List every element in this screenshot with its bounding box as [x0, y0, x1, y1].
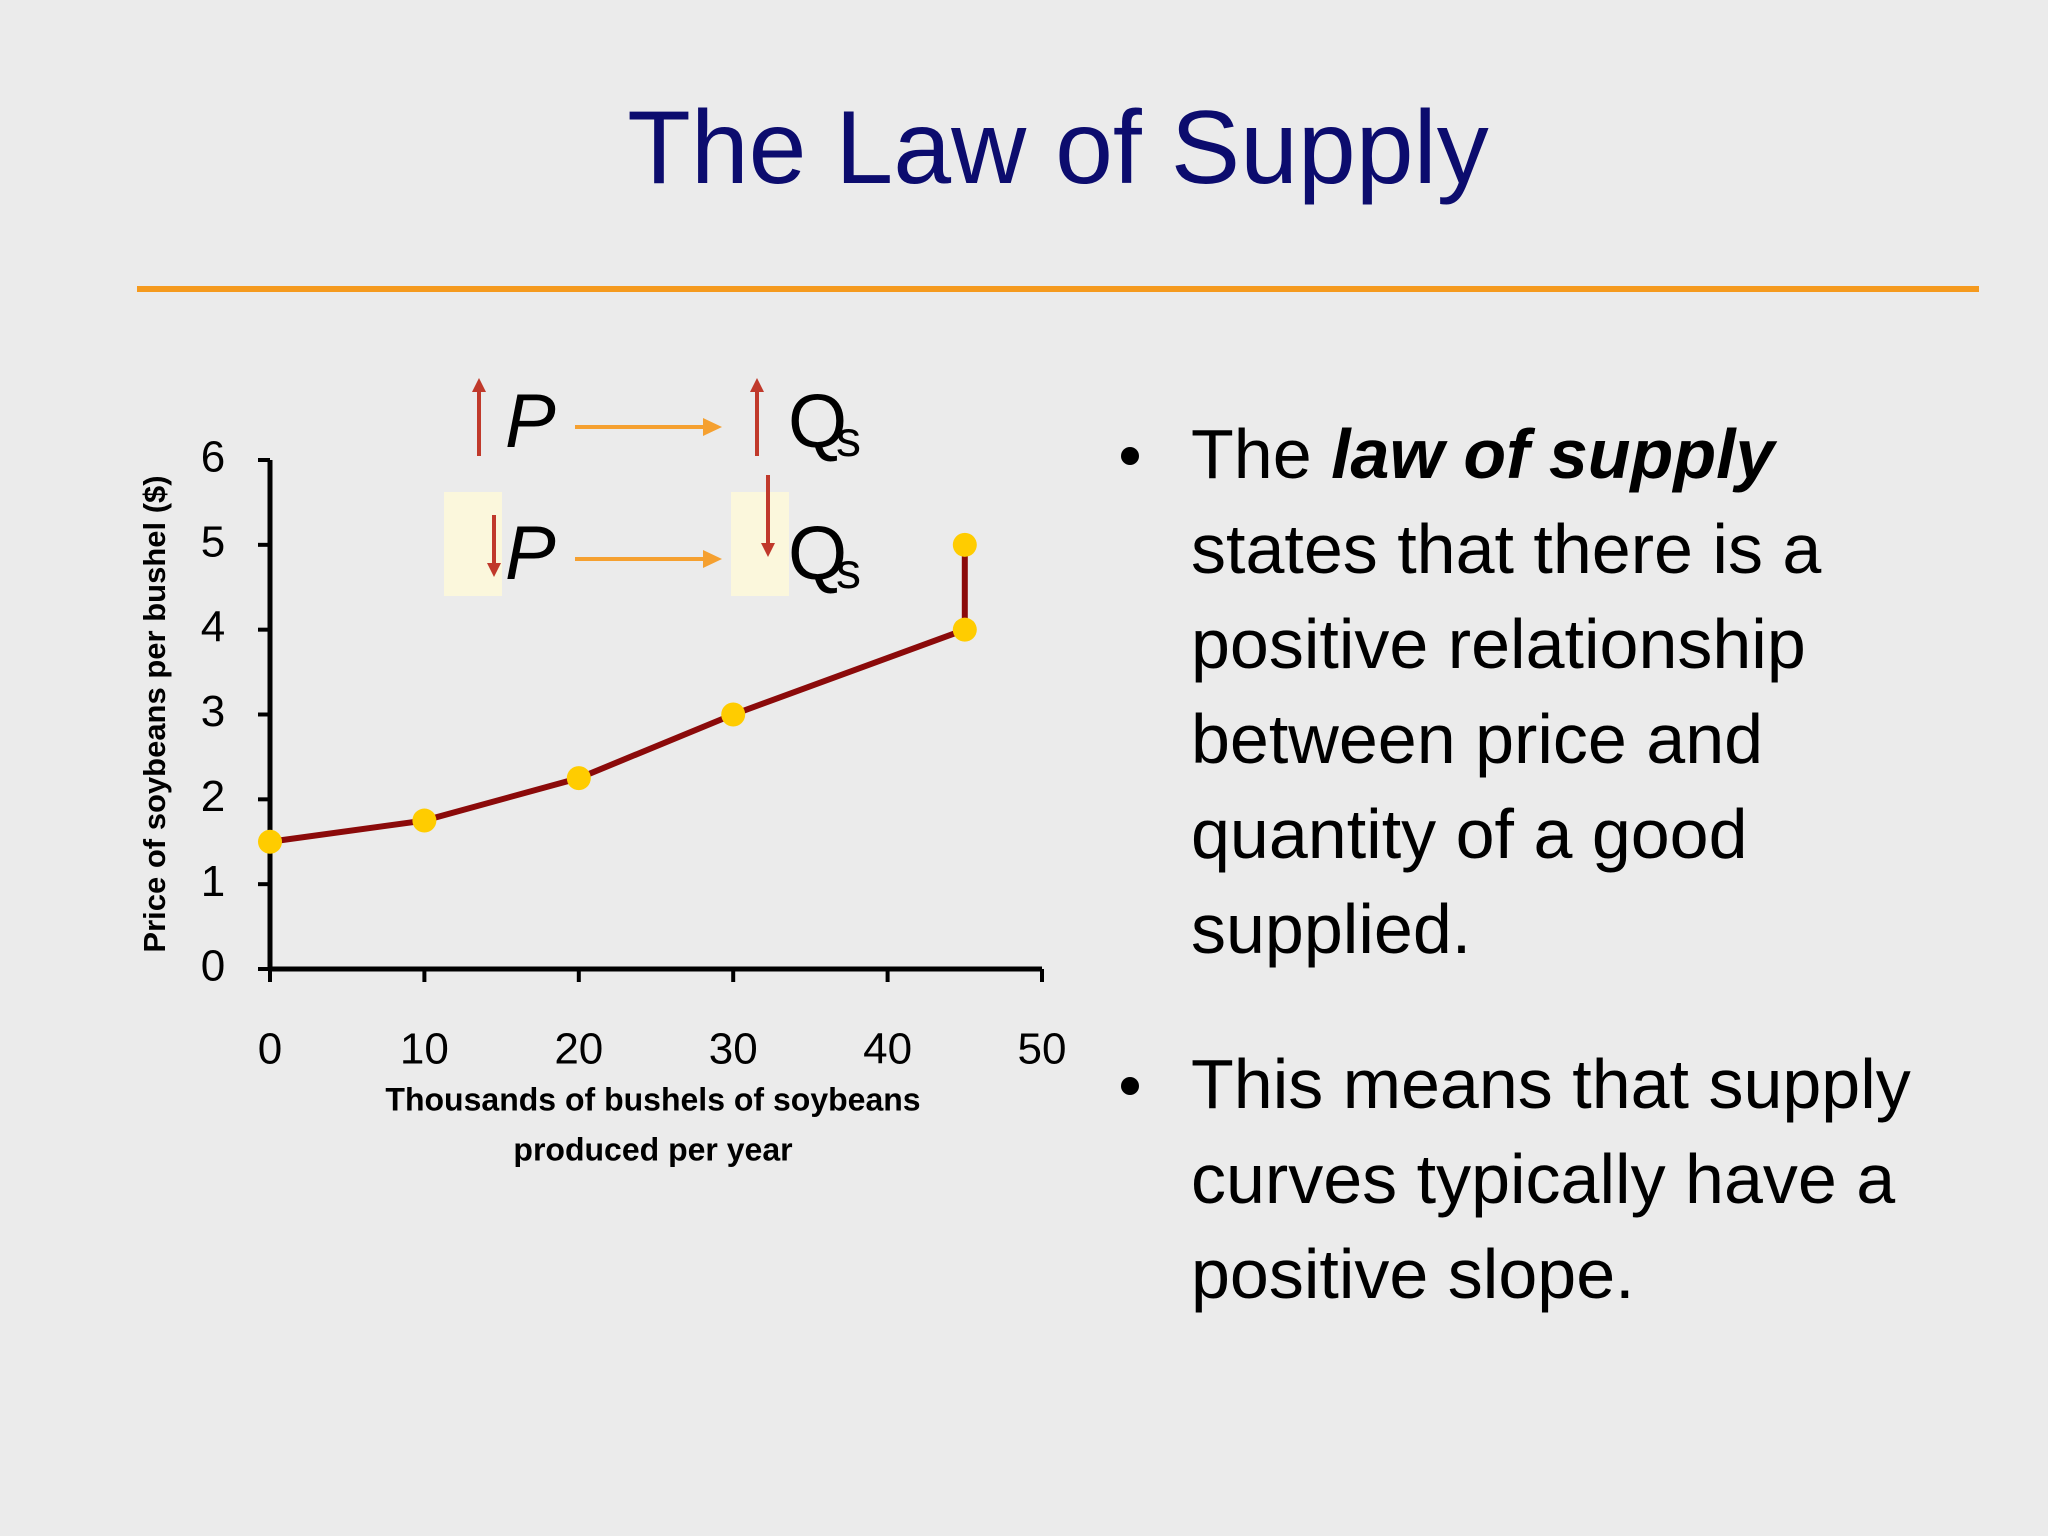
x-tick-label: 30 — [709, 1025, 758, 1074]
y-tick-label: 3 — [201, 687, 225, 736]
supply-line — [269, 544, 968, 845]
data-point — [721, 702, 746, 727]
y-tick-label: 0 — [201, 942, 225, 991]
y-tick-label: 1 — [201, 857, 225, 906]
x-tick-label: 50 — [1018, 1025, 1067, 1074]
y-tick-label: 6 — [201, 433, 225, 482]
annotation-text: P — [505, 379, 556, 464]
data-point — [412, 808, 437, 833]
x-axis-label: Thousands of bushels of soybeans — [385, 1081, 920, 1117]
bullet-dot — [1121, 447, 1139, 465]
bullet: This means that supply curves typically … — [1121, 1037, 1951, 1322]
data-point — [952, 532, 977, 557]
x-tick-label: 40 — [863, 1025, 912, 1074]
bullet-text: This means that supply curves typically … — [1191, 1045, 1911, 1313]
highlight — [731, 492, 789, 596]
annotation-text: Q — [788, 379, 847, 464]
x-axis-label: produced per year — [513, 1131, 792, 1167]
y-tick-label: 5 — [201, 517, 225, 566]
data-point — [258, 829, 282, 854]
annotation-text: Q — [788, 511, 847, 596]
annotation-subscript: s — [836, 411, 861, 467]
bullet: The law of supply states that there is a… — [1121, 407, 1951, 977]
data-point — [566, 766, 591, 791]
y-axis-label: Price of soybeans per bushel ($) — [137, 475, 172, 952]
annotation-text: P — [505, 511, 556, 596]
bullet-dot — [1121, 1077, 1139, 1095]
bullet-emphasis: law of supply — [1331, 415, 1775, 493]
y-tick-label: 4 — [201, 602, 225, 651]
data-point — [952, 617, 977, 642]
y-tick-label: 2 — [201, 772, 225, 821]
x-tick-label: 0 — [258, 1025, 282, 1074]
bullet-text: The — [1191, 415, 1312, 493]
annotation-subscript: s — [836, 543, 861, 599]
arrows — [472, 378, 775, 577]
x-tick-label: 20 — [554, 1025, 603, 1074]
title-rule — [137, 286, 1979, 292]
x-tick-label: 10 — [400, 1025, 449, 1074]
bullet-text: states that there is a positive relation… — [1191, 510, 1822, 968]
slide-title: The Law of Supply — [627, 90, 1489, 206]
